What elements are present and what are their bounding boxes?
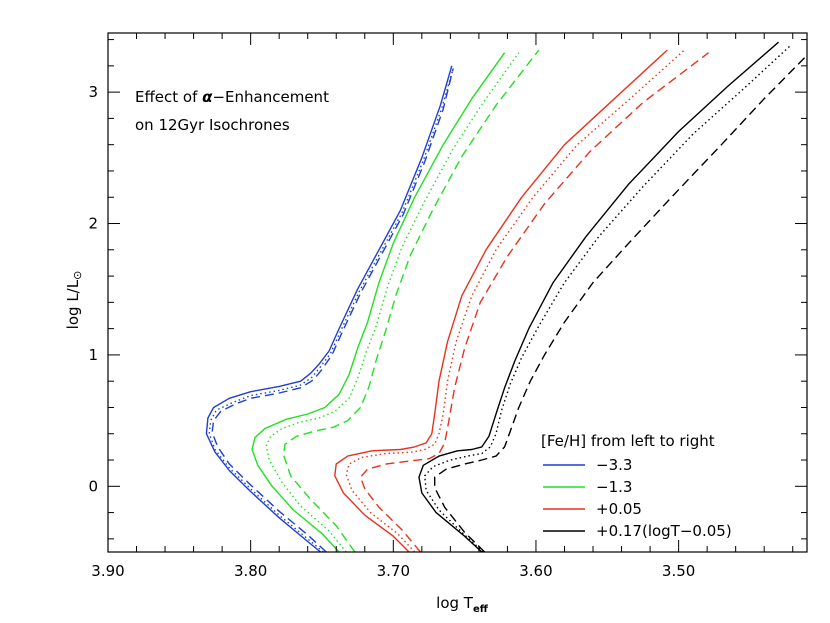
series-line-7 bbox=[334, 49, 668, 552]
series-line-8 bbox=[345, 49, 685, 552]
x-tick-label: 3.50 bbox=[662, 562, 695, 580]
series-line-9 bbox=[359, 52, 710, 552]
series-line-3 bbox=[211, 68, 454, 552]
y-tick-label: 1 bbox=[88, 346, 98, 364]
y-axis-title: log L/L⊙ bbox=[64, 271, 84, 330]
legend-title: [Fe/H] from left to right bbox=[541, 432, 715, 450]
series-line-10 bbox=[418, 41, 779, 552]
annotation-line-1: Effect of α−Enhancement bbox=[135, 88, 329, 106]
y-tick-label: 3 bbox=[88, 83, 98, 101]
plot-frame bbox=[107, 32, 808, 553]
series-line-5 bbox=[265, 52, 520, 552]
series-line-2 bbox=[208, 68, 454, 552]
legend-entry-label: +0.17(logT−0.05) bbox=[596, 522, 732, 540]
series-line-4 bbox=[251, 52, 506, 552]
series-line-12 bbox=[434, 54, 807, 552]
legend-entry-label: +0.05 bbox=[596, 500, 642, 518]
series-line-6 bbox=[282, 49, 540, 552]
legend-entry-label: −3.3 bbox=[596, 456, 632, 474]
series-line-11 bbox=[424, 45, 791, 552]
legend: [Fe/H] from left to right −3.3 −1.3 +0.05 +… bbox=[541, 432, 732, 540]
x-tick-label: 3.60 bbox=[519, 562, 552, 580]
x-axis-title: log Teff bbox=[436, 594, 489, 615]
series-line-1 bbox=[205, 65, 453, 552]
axis-ticks: 3.90 3.80 3.70 3.60 3.50 0 1 2 3 bbox=[88, 33, 807, 580]
series-lines bbox=[205, 41, 807, 552]
annotation-line-2: on 12Gyr Isochrones bbox=[135, 116, 290, 134]
x-tick-label: 3.90 bbox=[91, 562, 124, 580]
x-tick-label: 3.70 bbox=[377, 562, 410, 580]
legend-entry-label: −1.3 bbox=[596, 478, 632, 496]
x-tick-label: 3.80 bbox=[234, 562, 267, 580]
y-tick-label: 2 bbox=[88, 215, 98, 233]
y-tick-label: 0 bbox=[88, 477, 98, 495]
